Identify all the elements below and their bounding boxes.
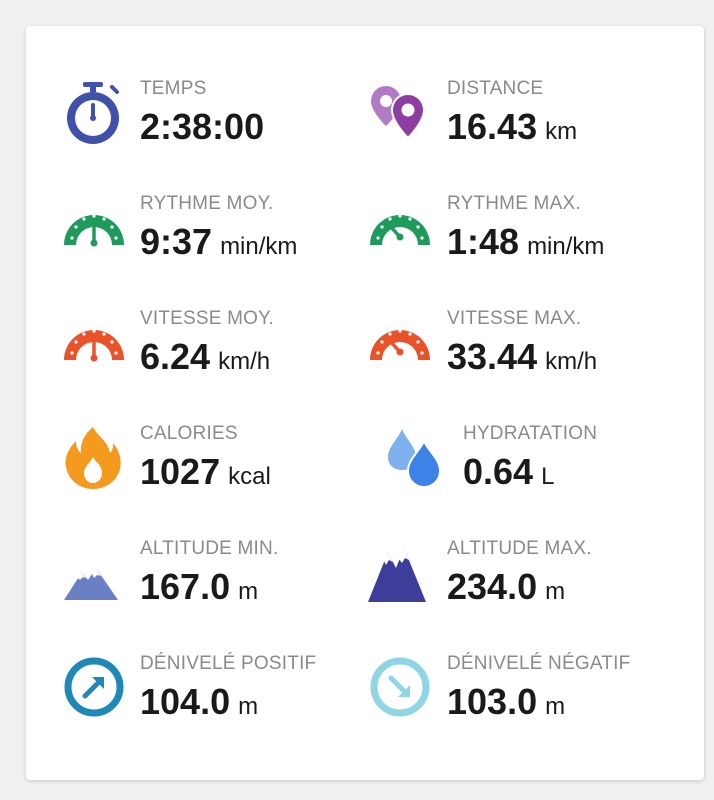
stat-label: DÉNIVELÉ NÉGATIF: [447, 653, 631, 674]
stat-value: 6.24: [140, 336, 211, 377]
stat-denivele-negatif: DÉNIVELÉ NÉGATIF 103.0 m: [366, 653, 696, 753]
stat-value: 33.44: [447, 336, 538, 377]
stat-hydratation: HYDRATATION 0.64 L: [382, 423, 712, 523]
stat-altitude-min: ALTITUDE MIN. 167.0 m: [60, 538, 390, 638]
stat-distance: DISTANCE 16.43 km: [366, 78, 696, 178]
stat-altitude-max: ALTITUDE MAX. 234.0 m: [366, 538, 696, 638]
stat-vitesse-max: VITESSE MAX. 33.44 km/h: [366, 308, 696, 408]
stat-unit: kcal: [228, 463, 271, 490]
stat-label: DÉNIVELÉ POSITIF: [140, 653, 317, 674]
stat-rythme-moy: RYTHME MOY. 9:37 min/km: [60, 193, 390, 293]
gauge-medium-icon: [60, 308, 128, 376]
stat-unit: min/km: [220, 233, 298, 260]
flame-icon: [60, 423, 128, 491]
stat-label: VITESSE MOY.: [140, 308, 275, 329]
stat-label: DISTANCE: [447, 78, 544, 99]
stat-denivele-positif: DÉNIVELÉ POSITIF 104.0 m: [60, 653, 390, 753]
stat-calories: CALORIES 1027 kcal: [60, 423, 390, 523]
stat-value: 104.0: [140, 681, 231, 722]
mountain-high-icon: [366, 538, 434, 606]
stat-label: CALORIES: [140, 423, 238, 444]
stat-label: RYTHME MAX.: [447, 193, 581, 214]
stat-value: 1:48: [447, 221, 520, 262]
stat-label: ALTITUDE MAX.: [447, 538, 592, 559]
stat-unit: km: [545, 118, 578, 145]
stat-value: 16.43: [447, 106, 538, 147]
gauge-medium-icon: [60, 193, 128, 261]
water-drops-icon: [382, 423, 450, 491]
map-pins-icon: [366, 78, 434, 146]
arrow-up-circle-icon: [60, 653, 128, 721]
stat-unit: L: [541, 463, 555, 490]
stat-unit: km/h: [545, 348, 598, 375]
gauge-high-icon: [366, 193, 434, 261]
stat-label: TEMPS: [140, 78, 207, 99]
stat-label: RYTHME MOY.: [140, 193, 274, 214]
activity-stats-card: TEMPS 2:38:00 DISTANCE 16.43 km: [26, 26, 704, 780]
stat-temps: TEMPS 2:38:00: [60, 78, 390, 178]
stat-unit: m: [545, 693, 566, 720]
stat-rythme-max: RYTHME MAX. 1:48 min/km: [366, 193, 696, 293]
stat-unit: m: [238, 578, 259, 605]
stat-value: 9:37: [140, 221, 213, 262]
stat-value: 103.0: [447, 681, 538, 722]
stopwatch-icon: [60, 78, 128, 146]
stat-unit: m: [545, 578, 566, 605]
stat-label: ALTITUDE MIN.: [140, 538, 279, 559]
stat-unit: min/km: [527, 233, 605, 260]
arrow-down-circle-icon: [366, 653, 434, 721]
stat-value: 167.0: [140, 566, 231, 607]
stat-label: HYDRATATION: [463, 423, 598, 444]
gauge-high-icon: [366, 308, 434, 376]
stat-value: 2:38:00: [140, 106, 265, 147]
stat-value: 1027: [140, 451, 221, 492]
stat-label: VITESSE MAX.: [447, 308, 582, 329]
mountain-low-icon: [60, 538, 128, 606]
stat-value: 234.0: [447, 566, 538, 607]
stat-value: 0.64: [463, 451, 534, 492]
stat-unit: km/h: [218, 348, 271, 375]
stat-vitesse-moy: VITESSE MOY. 6.24 km/h: [60, 308, 390, 408]
stat-unit: m: [238, 693, 259, 720]
